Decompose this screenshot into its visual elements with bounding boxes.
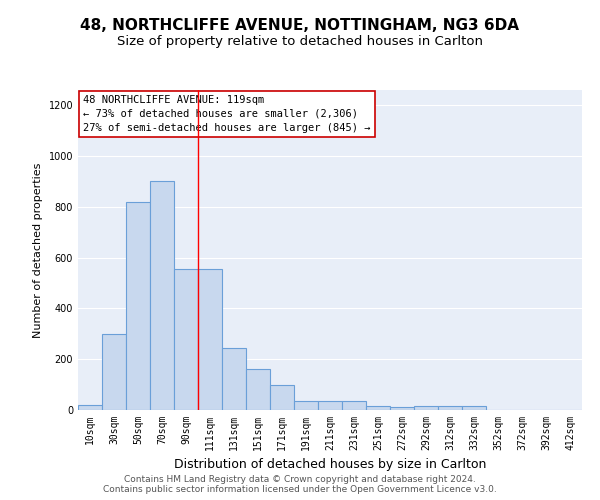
X-axis label: Distribution of detached houses by size in Carlton: Distribution of detached houses by size … — [174, 458, 486, 471]
Bar — [318, 401, 342, 410]
Bar — [270, 384, 294, 410]
Bar — [438, 406, 462, 410]
Bar — [222, 348, 246, 410]
Bar — [366, 406, 390, 410]
Bar — [390, 408, 414, 410]
Bar — [246, 370, 270, 410]
Bar — [198, 269, 222, 410]
Text: Contains HM Land Registry data © Crown copyright and database right 2024.
Contai: Contains HM Land Registry data © Crown c… — [103, 474, 497, 494]
Bar — [294, 401, 318, 410]
Bar — [414, 406, 438, 410]
Bar — [462, 406, 486, 410]
Bar — [174, 269, 198, 410]
Y-axis label: Number of detached properties: Number of detached properties — [33, 162, 43, 338]
Bar — [78, 405, 102, 410]
Text: Size of property relative to detached houses in Carlton: Size of property relative to detached ho… — [117, 35, 483, 48]
Text: 48, NORTHCLIFFE AVENUE, NOTTINGHAM, NG3 6DA: 48, NORTHCLIFFE AVENUE, NOTTINGHAM, NG3 … — [80, 18, 520, 32]
Bar — [126, 202, 150, 410]
Text: 48 NORTHCLIFFE AVENUE: 119sqm
← 73% of detached houses are smaller (2,306)
27% o: 48 NORTHCLIFFE AVENUE: 119sqm ← 73% of d… — [83, 95, 371, 133]
Bar — [342, 401, 366, 410]
Bar — [102, 334, 126, 410]
Bar — [150, 182, 174, 410]
